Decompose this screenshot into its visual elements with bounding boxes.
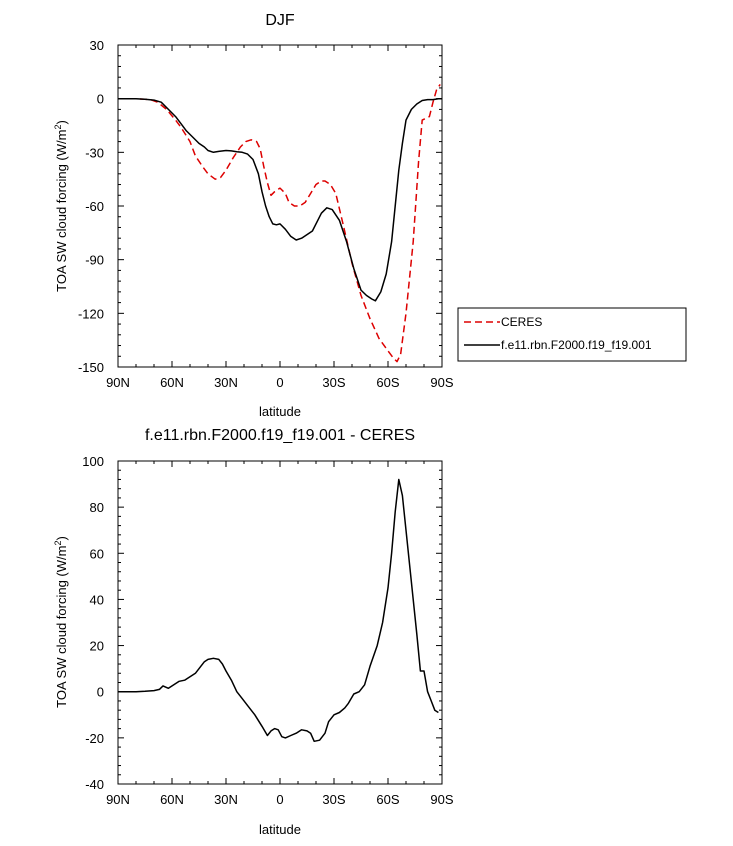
djf-x-tick-label: 30N [214,375,238,390]
diff-x-tick-label: 60S [376,792,399,807]
diff-y-tick-label: 20 [90,639,104,654]
diff-x-tick-label: 60N [160,792,184,807]
diff-y-tick-label: 100 [82,454,104,469]
panel-difference: f.e11.rbn.F2000.f19_f19.001 - CERES 90N 6… [53,427,454,837]
diff-x-tick-label: 30N [214,792,238,807]
legend-model-label: f.e11.rbn.F2000.f19_f19.001 [501,338,652,352]
djf-y-tick-label: 0 [97,92,104,107]
djf-x-tick-label: 90N [106,375,130,390]
panel-djf: DJF 90N 60N 30N 0 30S 60S 90S -150 -120 -90 -60 -30… [53,12,687,419]
diff-y-label-main: TOA SW cloud forcing (W/m [54,546,69,708]
djf-x-tick-label: 60N [160,375,184,390]
djf-series-ceres-line [118,83,441,363]
djf-x-tick-label: 30S [322,375,345,390]
diff-y-tick-label: -40 [85,777,104,792]
djf-plot-area [118,83,442,363]
djf-series-model-line [118,97,442,302]
legend-box [457,307,687,362]
diff-x-axis-label: latitude [259,822,301,837]
diff-series-model-line [118,478,439,743]
djf-frame [117,44,443,368]
djf-legend: CERES f.e11.rbn.F2000.f19_f19.001 [457,307,687,362]
diff-y-label-sup: 2 [53,541,63,546]
diff-y-tick-label: 60 [90,546,104,561]
diff-y-label-end: ) [54,536,69,540]
diff-ticks: 90N 60N 30N 0 30S 60S 90S -40 -20 0 20 40 60 80 100 [82,454,454,807]
djf-y-tick-label: 30 [90,38,104,53]
diff-y-tick-label: -20 [85,731,104,746]
legend-ceres-label: CERES [501,315,542,329]
diff-x-tick-label: 90N [106,792,130,807]
diff-x-tick-label: 30S [322,792,345,807]
djf-y-tick-label: -150 [78,360,104,375]
diff-x-tick-label: 0 [276,792,283,807]
djf-y-label-sup: 2 [53,125,63,130]
djf-y-axis-label: TOA SW cloud forcing (W/m2) [53,120,69,292]
diff-y-tick-label: 0 [97,685,104,700]
diff-y-tick-label: 40 [90,592,104,607]
djf-x-axis-label: latitude [259,404,301,419]
diff-plot-area [118,478,439,743]
djf-x-tick-label: 90S [430,375,453,390]
djf-y-tick-label: -90 [85,253,104,268]
djf-x-tick-label: 0 [276,375,283,390]
djf-y-label-main: TOA SW cloud forcing (W/m [54,130,69,292]
djf-y-tick-label: -30 [85,145,104,160]
djf-y-tick-label: -60 [85,199,104,214]
diff-y-tick-label: 80 [90,500,104,515]
djf-y-label-end: ) [54,120,69,124]
djf-y-tick-label: -120 [78,306,104,321]
djf-title: DJF [265,12,295,29]
djf-x-tick-label: 60S [376,375,399,390]
diff-title: f.e11.rbn.F2000.f19_f19.001 - CERES [145,427,415,444]
diff-y-axis-label: TOA SW cloud forcing (W/m2) [53,536,69,708]
djf-ticks: 90N 60N 30N 0 30S 60S 90S -150 -120 -90 -60 -30 0 30 [78,38,454,390]
diff-x-tick-label: 90S [430,792,453,807]
diff-frame [117,460,443,785]
